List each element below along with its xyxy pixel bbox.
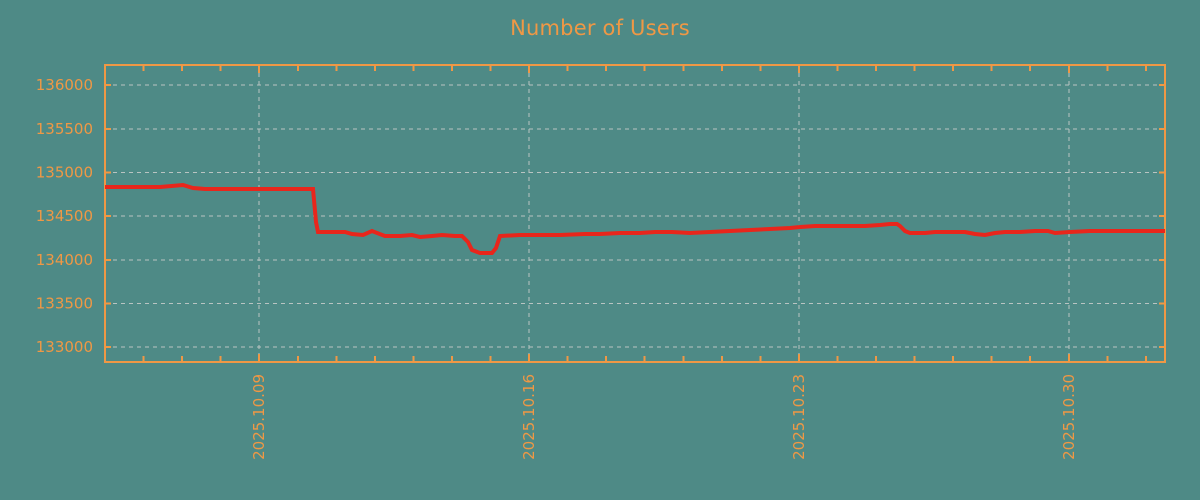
chart-title: Number of Users [510,16,690,40]
y-axis-tick-label: 134000 [36,251,93,269]
tick-marks [104,65,1165,362]
data-series [105,182,1165,255]
y-axis-tick-label: 135000 [36,163,93,181]
series-line-number-of-users [105,182,1165,255]
y-axis-labels: 133000 133500 134000 134500 135000 135500 1360… [36,76,93,356]
gridlines [105,65,1165,362]
y-axis-tick-label: 136000 [36,76,93,94]
x-axis-tick-label: 2025.10.30 [1060,374,1078,460]
y-axis-tick-label: 135500 [36,120,93,138]
y-axis-tick-label: 133000 [36,338,93,356]
y-axis-tick-label: 134500 [36,207,93,225]
x-axis-tick-label: 2025.10.09 [250,374,268,460]
x-axis-labels: 2025.10.09 2025.10.16 2025.10.23 2025.10.30 [250,374,1078,460]
axis-frame [104,64,1166,363]
x-axis-tick-label: 2025.10.23 [790,374,808,460]
y-axis-tick-label: 133500 [36,294,93,312]
x-axis-tick-label: 2025.10.16 [520,374,538,460]
